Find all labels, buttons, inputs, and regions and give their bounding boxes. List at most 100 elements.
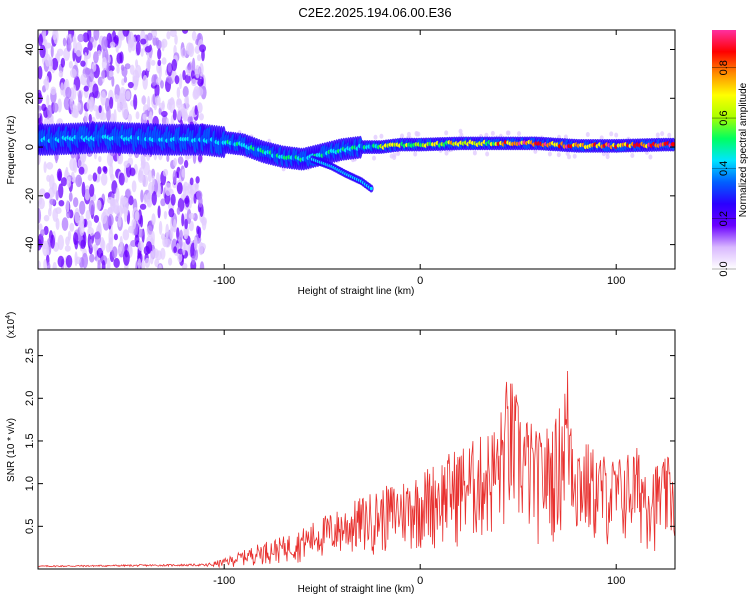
heatmap-noise-cell (38, 223, 43, 231)
heatmap-noise-cell (166, 154, 170, 162)
heatmap-noise-cell (142, 175, 149, 188)
heatmap-noise-cell (66, 37, 71, 52)
colorbar-tick-label: 0.2 (718, 211, 730, 226)
heatmap-noise-cell (158, 220, 163, 235)
heatmap-noise-cell (60, 57, 66, 68)
heatmap-noise-cell (165, 223, 170, 239)
heatmap-noise-cell (109, 96, 114, 109)
heatmap-noise-cell (101, 36, 108, 52)
heatmap-noise-cell (107, 65, 115, 72)
heatmap-noise-cell (162, 236, 168, 248)
heatmap-noise-cell (144, 257, 151, 269)
heatmap-y-tick-label: 20 (24, 92, 36, 104)
heatmap-noise-cell (43, 259, 48, 269)
heatmap-noise-cell (133, 94, 138, 110)
heatmap-noise-cell (77, 33, 85, 43)
colorbar-tick-label: 0.6 (718, 110, 730, 125)
heatmap-noise-cell (45, 42, 52, 49)
heatmap-noise-cell (199, 44, 207, 53)
heatmap-noise-cell (164, 182, 172, 196)
heatmap-noise-cell (197, 54, 202, 62)
heatmap-noise-cell (56, 48, 64, 57)
heatmap-noise-cell (149, 111, 153, 120)
heatmap-noise-cell (115, 186, 120, 203)
heatmap-branch-core (369, 186, 373, 191)
heatmap-noise-cell (121, 207, 129, 214)
heatmap-noise-cell (191, 57, 196, 74)
heatmap-noise-cell (585, 132, 590, 138)
heatmap-noise-cell (69, 68, 77, 78)
heatmap-noise-cell (146, 198, 151, 207)
heatmap-noise-cell (109, 41, 116, 48)
heatmap-noise-cell (201, 218, 207, 231)
heatmap-noise-cell (86, 220, 92, 229)
heatmap-noise-cell (135, 41, 141, 56)
snr-y-tick-label: 0.5 (24, 519, 36, 534)
heatmap-noise-cell (87, 226, 94, 237)
heatmap-noise-cell (118, 172, 125, 186)
heatmap-noise-cell (181, 168, 186, 178)
heatmap-noise-cell (156, 39, 162, 50)
heatmap-noise-cell (89, 238, 93, 249)
heatmap-noise-cell (88, 113, 92, 123)
heatmap-noise-cell (50, 45, 54, 58)
snr-x-tick-label: 100 (607, 575, 625, 587)
heatmap-ridge-core (670, 142, 675, 147)
heatmap-noise-cell (173, 246, 177, 254)
heatmap-noise-cell (134, 210, 140, 222)
heatmap-noise-cell (181, 30, 189, 34)
heatmap-noise-cell (43, 214, 50, 222)
heatmap-noise-cell (194, 105, 198, 116)
heatmap-noise-cell (142, 113, 147, 121)
heatmap-noise-cell (174, 75, 180, 85)
heatmap-noise-cell (176, 182, 183, 195)
heatmap-noise-cell (89, 36, 94, 43)
heatmap-noise-cell (129, 167, 136, 177)
heatmap-noise-cell (196, 86, 204, 97)
heatmap-noise-cell (46, 94, 50, 108)
heatmap-noise-cell (147, 32, 153, 41)
heatmap-noise-cell (125, 90, 131, 101)
heatmap-noise-cell (80, 73, 87, 86)
heatmap-noise-cell (50, 86, 57, 96)
heatmap-noise-cell (107, 214, 114, 226)
heatmap-noise-cell (98, 155, 102, 163)
heatmap-noise-cell (78, 214, 85, 229)
heatmap-noise-cell (176, 207, 181, 215)
snr-plot-area (38, 330, 675, 569)
heatmap-noise-cell (65, 254, 73, 268)
heatmap-noise-cell (52, 208, 59, 222)
heatmap-noise-cell (158, 107, 162, 115)
heatmap-noise-cell (182, 70, 186, 81)
heatmap-noise-cell (177, 156, 184, 165)
heatmap-noise-cell (127, 43, 133, 53)
snr-x-tick-label: 0 (417, 575, 423, 587)
heatmap-noise-cell (69, 95, 74, 111)
heatmap-noise-cell (88, 68, 95, 83)
heatmap-noise-cell (173, 218, 177, 233)
heatmap-noise-cell (194, 248, 199, 261)
heatmap-noise-cell (62, 37, 67, 47)
heatmap-noise-cell (40, 229, 46, 236)
heatmap-noise-cell (183, 160, 189, 169)
heatmap-noise-cell (140, 214, 144, 228)
heatmap-noise-cell (48, 207, 52, 217)
heatmap-noise-cell (123, 160, 130, 168)
heatmap-noise-cell (187, 63, 192, 71)
colorbar-tick-label: 0.8 (718, 60, 730, 75)
heatmap-noise-cell (169, 227, 174, 240)
heatmap-noise-cell (121, 101, 128, 109)
heatmap-noise-cell (100, 211, 108, 224)
heatmap-noise-cell (163, 210, 168, 220)
heatmap-noise-cell (150, 59, 156, 66)
heatmap-noise-cell (65, 86, 72, 99)
heatmap-noise-cell (139, 203, 147, 210)
heatmap-noise-cell (154, 258, 160, 268)
heatmap-noise-cell (57, 255, 65, 268)
heatmap-noise-cell (198, 241, 204, 256)
colorbar (712, 30, 736, 269)
heatmap-noise-cell (484, 132, 489, 138)
heatmap-noise-cell (188, 42, 195, 58)
heatmap-noise-cell (373, 134, 378, 140)
heatmap-noise-cell (42, 242, 49, 250)
